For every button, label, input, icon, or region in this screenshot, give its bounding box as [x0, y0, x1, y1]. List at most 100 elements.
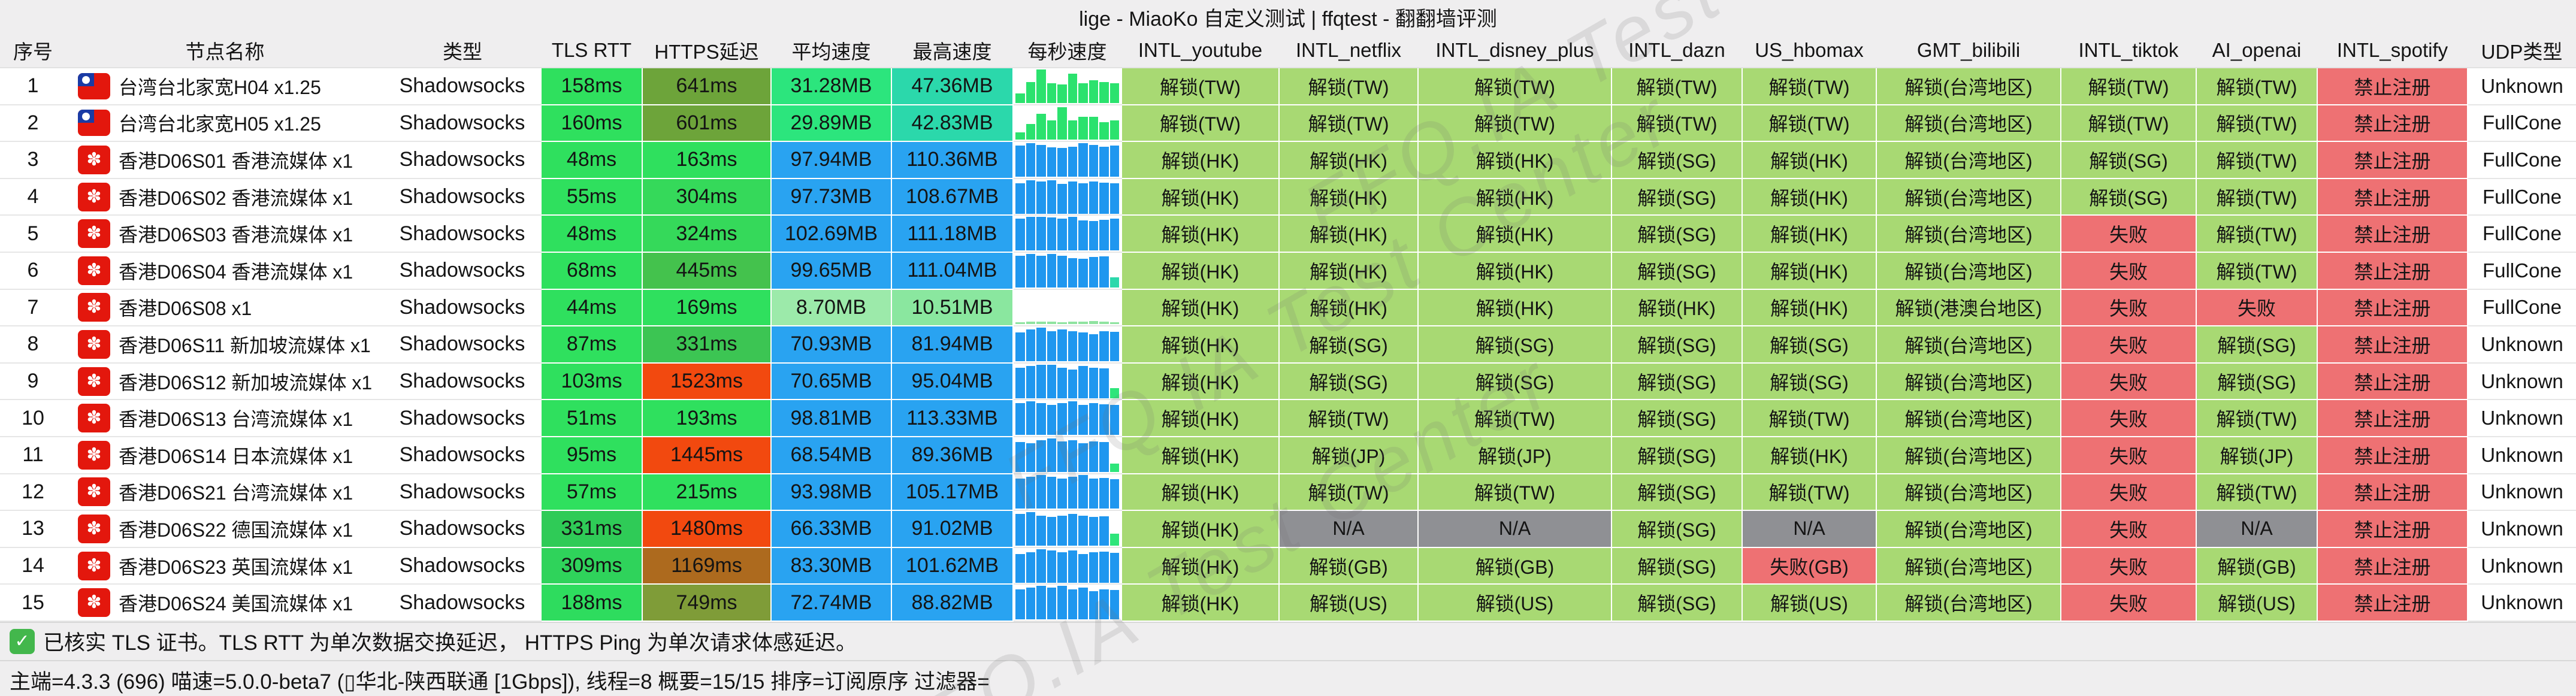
col-header-spotify: INTL_spotify: [2317, 34, 2468, 68]
cell-max-speed: 105.17MB: [891, 473, 1014, 512]
node-name: 香港D06S01 香港流媒体 x1: [119, 150, 353, 172]
cell-hbomax: 失败(GB): [1741, 546, 1877, 585]
cell-max-speed: 95.04MB: [891, 362, 1014, 401]
row-index: 5: [0, 215, 66, 253]
cell-avg-speed: 99.65MB: [770, 251, 892, 290]
cell-speed-sparkline: [1013, 473, 1121, 512]
cell-udp-type: FullCone: [2468, 104, 2576, 143]
cell-https-delay: 169ms: [642, 288, 772, 327]
cell-max-speed: 110.36MB: [891, 141, 1014, 179]
node-row: 9 ✽ 香港D06S12 新加坡流媒体 x1 Shadowsocks 103ms 1523…: [0, 362, 2576, 401]
cell-openai: 解锁(TW): [2196, 177, 2318, 216]
cell-disney-plus: 解锁(HK): [1417, 288, 1612, 327]
cell-netflix: 解锁(HK): [1278, 177, 1419, 216]
node-type: Shadowsocks: [384, 215, 541, 253]
node-type: Shadowsocks: [384, 252, 541, 290]
cell-udp-type: FullCone: [2468, 252, 2576, 290]
cell-spotify: 禁止注册: [2317, 435, 2468, 474]
cell-dazn: 解锁(TW): [1611, 67, 1743, 105]
cell-hbomax: 解锁(HK): [1741, 141, 1877, 179]
col-header-no: 序号: [0, 34, 66, 68]
cell-netflix: 解锁(HK): [1278, 141, 1419, 179]
cell-spotify: 禁止注册: [2317, 325, 2468, 364]
hk-flag-icon: ✽: [78, 145, 110, 174]
cell-dazn: 解锁(SG): [1611, 141, 1743, 179]
cell-disney-plus: 解锁(GB): [1417, 546, 1612, 585]
cell-speed-sparkline: [1013, 104, 1121, 143]
cell-youtube: 解锁(HK): [1121, 177, 1280, 216]
cell-udp-type: Unknown: [2468, 584, 2576, 622]
cell-max-speed: 88.82MB: [891, 583, 1014, 622]
cell-youtube: 解锁(HK): [1121, 288, 1280, 327]
node-name-cell: ✽ 香港D06S12 新加坡流媒体 x1: [66, 362, 384, 401]
node-row: 3 ✽ 香港D06S01 香港流媒体 x1 Shadowsocks 48ms 163ms 9…: [0, 141, 2576, 179]
cell-udp-type: Unknown: [2468, 326, 2576, 364]
cell-netflix: 解锁(HK): [1278, 251, 1419, 290]
cell-bilibili: 解锁(台湾地区): [1876, 546, 2061, 585]
cell-spotify: 禁止注册: [2317, 546, 2468, 585]
cell-spotify: 禁止注册: [2317, 104, 2468, 143]
node-name-cell: 台湾台北家宽H05 x1.25: [66, 104, 384, 143]
cell-avg-speed: 68.54MB: [770, 435, 892, 474]
node-type: Shadowsocks: [384, 68, 541, 105]
cell-tls-rtt: 309ms: [540, 546, 643, 585]
cell-spotify: 禁止注册: [2317, 177, 2468, 216]
node-row: 6 ✽ 香港D06S04 香港流媒体 x1 Shadowsocks 68ms 445ms 9…: [0, 251, 2576, 290]
node-name: 香港D06S11 新加坡流媒体 x1: [119, 334, 371, 356]
cell-speed-sparkline: [1013, 547, 1121, 585]
cell-avg-speed: 97.94MB: [770, 141, 892, 179]
cell-speed-sparkline: [1013, 510, 1121, 548]
cell-tls-rtt: 48ms: [540, 141, 643, 179]
cell-bilibili: 解锁(台湾地区): [1876, 141, 2061, 179]
cell-https-delay: 1445ms: [642, 435, 772, 474]
cell-https-delay: 324ms: [642, 214, 772, 253]
cell-hbomax: 解锁(TW): [1741, 473, 1877, 512]
speed-sparkline-chart: [1014, 106, 1121, 140]
cell-tls-rtt: 188ms: [540, 583, 643, 622]
cell-youtube: 解锁(HK): [1121, 362, 1280, 401]
cell-bilibili: 解锁(港澳台地区): [1876, 288, 2061, 327]
node-name: 台湾台北家宽H05 x1.25: [119, 113, 321, 135]
cell-hbomax: 解锁(HK): [1741, 177, 1877, 216]
col-header-netflix: INTL_netflix: [1279, 34, 1418, 68]
cell-dazn: 解锁(SG): [1611, 177, 1743, 216]
cell-tiktok: 失败: [2060, 510, 2197, 548]
hk-flag-icon: ✽: [78, 182, 110, 211]
cell-speed-sparkline: [1013, 68, 1121, 105]
cell-bilibili: 解锁(台湾地区): [1876, 177, 2061, 216]
cell-dazn: 解锁(SG): [1611, 583, 1743, 622]
cell-spotify: 禁止注册: [2317, 214, 2468, 253]
cell-netflix: 解锁(TW): [1278, 104, 1419, 143]
cell-max-speed: 81.94MB: [891, 325, 1014, 364]
cell-youtube: 解锁(HK): [1121, 546, 1280, 585]
col-header-openai: AI_openai: [2196, 34, 2317, 68]
cell-https-delay: 601ms: [642, 104, 772, 143]
col-header-bilibili: GMT_bilibili: [1876, 34, 2061, 68]
cell-https-delay: 749ms: [642, 583, 772, 622]
cell-netflix: 解锁(SG): [1278, 362, 1419, 401]
node-name: 香港D06S03 香港流媒体 x1: [119, 224, 353, 246]
cell-hbomax: 解锁(SG): [1741, 325, 1877, 364]
cell-max-speed: 113.33MB: [891, 399, 1014, 437]
cell-hbomax: N/A: [1741, 510, 1877, 548]
hk-flag-icon: ✽: [78, 588, 110, 618]
cell-speed-sparkline: [1013, 400, 1121, 437]
cell-netflix: 解锁(SG): [1278, 325, 1419, 364]
cell-youtube: 解锁(HK): [1121, 583, 1280, 622]
cell-youtube: 解锁(TW): [1121, 67, 1280, 105]
cell-avg-speed: 70.93MB: [770, 325, 892, 364]
cell-disney-plus: 解锁(TW): [1417, 104, 1612, 143]
col-header-youtube: INTL_youtube: [1121, 34, 1279, 68]
cell-openai: 解锁(TW): [2196, 141, 2318, 179]
node-name: 香港D06S14 日本流媒体 x1: [119, 445, 353, 467]
cell-dazn: 解锁(HK): [1611, 288, 1743, 327]
hk-flag-icon: ✽: [78, 293, 110, 322]
row-index: 11: [0, 436, 66, 474]
cell-tls-rtt: 44ms: [540, 288, 643, 327]
cell-max-speed: 101.62MB: [891, 546, 1014, 585]
cell-tls-rtt: 48ms: [540, 214, 643, 253]
cell-https-delay: 193ms: [642, 399, 772, 437]
cell-disney-plus: 解锁(HK): [1417, 214, 1612, 253]
col-header-per_sec: 每秒速度: [1013, 34, 1121, 68]
cell-spotify: 禁止注册: [2317, 362, 2468, 401]
